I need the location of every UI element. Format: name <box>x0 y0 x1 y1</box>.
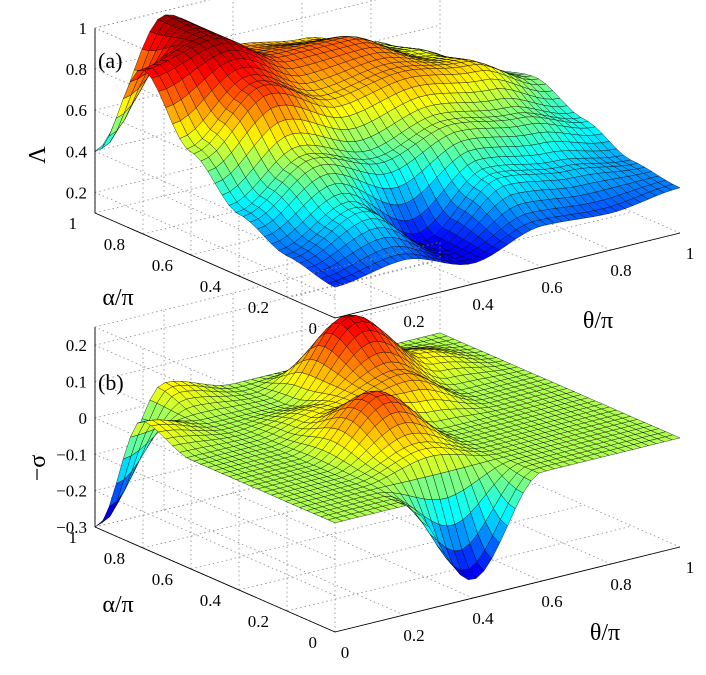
theta-tick-label: 0.4 <box>472 295 494 314</box>
theta-tick-label: 1 <box>686 244 695 263</box>
surface-facet <box>664 184 681 191</box>
theta-tick-label: 0.2 <box>403 312 424 331</box>
side-wall-gridline <box>94 453 336 560</box>
surface-facet <box>101 130 118 149</box>
theta-tick-label: 0.8 <box>610 575 631 594</box>
floor-gridline <box>238 190 585 277</box>
alpha-tick-label: 1 <box>69 528 78 547</box>
theta-axis-line <box>334 232 681 319</box>
alpha-tick-label: 0 <box>309 319 318 338</box>
z-tick-label: 0.2 <box>66 336 87 355</box>
panel-a-surface <box>94 14 681 288</box>
side-wall-gridline <box>94 490 336 596</box>
panel-b-surface <box>94 314 681 581</box>
panel-b-z-axis-label: −σ <box>25 455 51 482</box>
panel-a-z-axis-label: Λ <box>25 146 51 164</box>
floor-gridline <box>163 509 405 616</box>
theta-tick-label: 0.8 <box>610 261 631 280</box>
floor-gridline <box>439 441 681 548</box>
alpha-axis-line <box>94 212 336 319</box>
side-wall-gridline <box>94 192 336 298</box>
alpha-tick-label: 0.6 <box>152 570 173 589</box>
back-wall-gridline <box>94 368 441 455</box>
floor-gridline <box>286 525 633 612</box>
theta-tick-label: 0.6 <box>541 592 562 611</box>
back-wall-gridline <box>94 107 441 193</box>
panel-a-ticks: 00.20.40.60.8100.20.40.60.810.20.40.60.8… <box>66 19 695 348</box>
panel-a-label: (a) <box>98 48 122 73</box>
floor-gridline <box>190 483 537 570</box>
z-tick-label: 1 <box>79 19 88 38</box>
z-tick-label: 0.1 <box>66 373 87 392</box>
z-tick-label: −0.3 <box>56 518 87 537</box>
z-tick-label: −0.2 <box>56 482 87 501</box>
alpha-tick-label: 0 <box>309 633 318 652</box>
panel-a: 00.20.40.60.8100.20.40.60.810.20.40.60.8… <box>25 0 694 348</box>
alpha-tick-label: 0.4 <box>200 277 222 296</box>
theta-tick-label: 1 <box>686 558 695 577</box>
panel-b: 00.20.40.60.8100.20.40.60.810.20.10−0.1−… <box>25 241 694 662</box>
theta-axis-line <box>334 546 681 633</box>
z-tick-label: 0.6 <box>66 101 87 120</box>
surface-facet <box>664 434 681 441</box>
box-top-edge <box>94 326 336 433</box>
z-tick-label: −0.1 <box>56 445 87 464</box>
floor-gridline <box>94 127 441 214</box>
side-wall-gridline <box>94 150 336 257</box>
panel-b-label: (b) <box>98 370 124 395</box>
back-wall-gridline <box>94 259 441 346</box>
floor-gridline <box>301 475 543 582</box>
back-wall-gridline <box>94 405 441 491</box>
floor-gridline <box>238 504 585 591</box>
panel-b-ticks: 0 0.2 0.4 0.6 0.8 1 0 0.2 0.4 0.6 0.8 1 0.2 0.1 0 −0.1 −… <box>56 336 694 662</box>
floor-gridline <box>190 169 537 256</box>
back-wall-gridline <box>94 65 441 152</box>
panel-a-alpha-axis-label: α/π <box>102 285 133 311</box>
alpha-axis-line <box>94 526 336 633</box>
back-wall-gridline <box>94 296 441 382</box>
box-top-edge <box>94 241 441 328</box>
back-wall-gridline <box>94 24 441 111</box>
alpha-tick-label: 0.2 <box>248 612 269 631</box>
theta-tick-label: 0 <box>341 643 350 662</box>
alpha-tick-label: 0.2 <box>248 298 269 317</box>
alpha-tick-label: 1 <box>69 214 78 233</box>
panel-b-alpha-axis-label: α/π <box>102 592 133 618</box>
alpha-tick-label: 0.4 <box>200 591 222 610</box>
z-tick-label: 0.8 <box>66 60 87 79</box>
floor-gridline <box>94 441 441 528</box>
alpha-tick-label: 0.6 <box>152 256 173 275</box>
theta-tick-label: 0.2 <box>403 626 424 645</box>
panel-b-theta-axis-label: θ/π <box>590 620 620 646</box>
z-tick-label: 0 <box>79 409 88 428</box>
z-tick-label: 0.2 <box>66 183 87 202</box>
box-top-edge <box>94 0 211 29</box>
alpha-tick-label: 0.8 <box>104 235 125 254</box>
z-tick-label: 0.4 <box>66 142 88 161</box>
theta-tick-label: 0.4 <box>472 609 494 628</box>
theta-tick-label: 0.6 <box>541 278 562 297</box>
back-wall-gridline <box>94 0 211 29</box>
floor-gridline <box>232 492 474 599</box>
alpha-tick-label: 0.8 <box>104 549 125 568</box>
floor-gridline <box>142 462 489 549</box>
panel-a-theta-axis-label: θ/π <box>583 308 613 334</box>
floor-gridline <box>142 148 489 235</box>
